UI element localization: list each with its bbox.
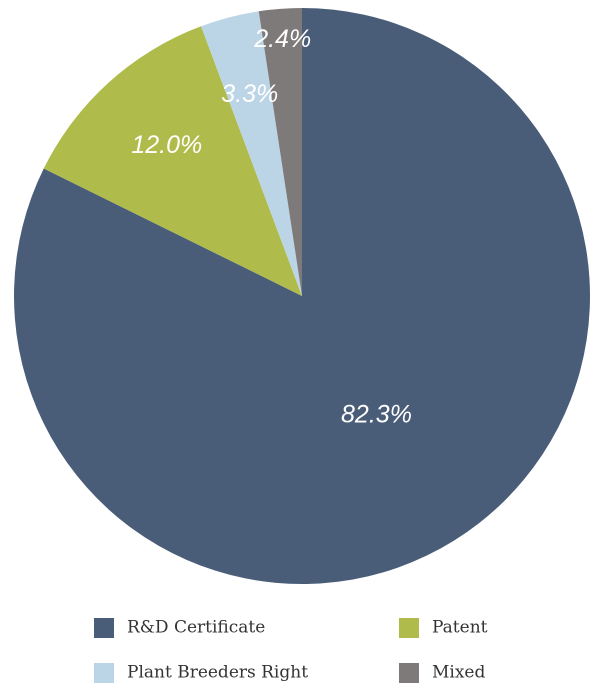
slice-label: 3.3% [221, 80, 278, 108]
legend-swatch [94, 618, 114, 638]
legend-swatch [94, 663, 114, 683]
slice-label: 12.0% [131, 131, 202, 159]
pie-slice [201, 11, 302, 296]
slice-label: 2.4% [253, 25, 311, 53]
legend-label: Plant Breeders Right [127, 663, 308, 683]
legend-label: Mixed [432, 663, 485, 683]
slice-label: 82.3% [341, 400, 412, 428]
legend-label: R&D Certificate [127, 618, 265, 638]
pie-slice [258, 8, 302, 296]
legend-swatch [399, 618, 419, 638]
legend-label: Patent [432, 618, 488, 638]
legend-swatch [399, 663, 419, 683]
pie-slice [43, 26, 302, 297]
